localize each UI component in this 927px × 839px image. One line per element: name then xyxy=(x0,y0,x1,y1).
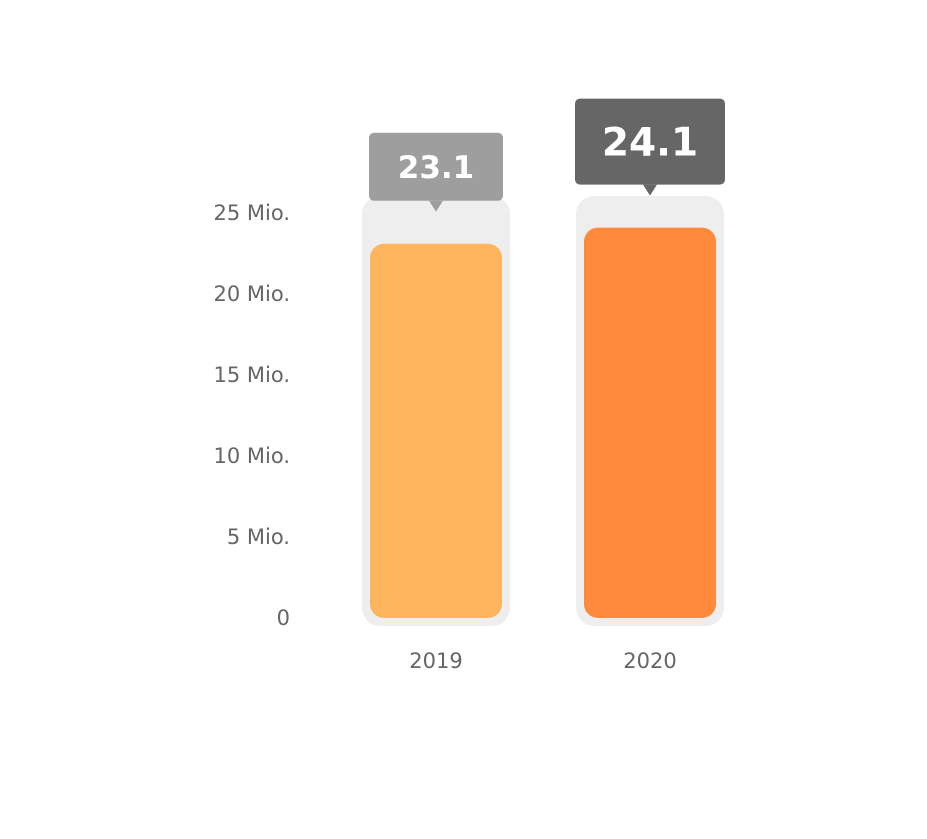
data-label-callout: 23.1 xyxy=(369,132,503,212)
data-label: 23.1 xyxy=(398,150,475,186)
data-label-box xyxy=(369,132,503,201)
y-tick-label: 5 Mio. xyxy=(227,525,290,549)
y-axis: 0 5 Mio. 10 Mio. 15 Mio. 20 Mio. 25 Mio. xyxy=(213,201,290,630)
y-tick-label: 15 Mio. xyxy=(213,363,290,387)
data-label: 24.1 xyxy=(602,121,698,166)
bars: 23.1 24.1 xyxy=(362,98,725,626)
bar xyxy=(584,227,716,618)
data-label-box xyxy=(575,98,725,185)
y-tick-label: 20 Mio. xyxy=(213,282,290,306)
data-label-pointer xyxy=(429,200,443,212)
data-label-callout: 24.1 xyxy=(575,98,725,196)
bar-group-2020: 24.1 xyxy=(575,98,725,626)
y-tick-label: 0 xyxy=(277,606,290,630)
data-label-pointer xyxy=(643,184,657,196)
x-axis: 2019 2020 xyxy=(409,649,676,673)
x-tick-label: 2019 xyxy=(409,649,462,673)
bar-group-2019: 23.1 xyxy=(362,132,510,626)
bar xyxy=(370,243,502,618)
y-tick-label: 10 Mio. xyxy=(213,444,290,468)
x-tick-label: 2020 xyxy=(623,649,676,673)
y-tick-label: 25 Mio. xyxy=(213,201,290,225)
